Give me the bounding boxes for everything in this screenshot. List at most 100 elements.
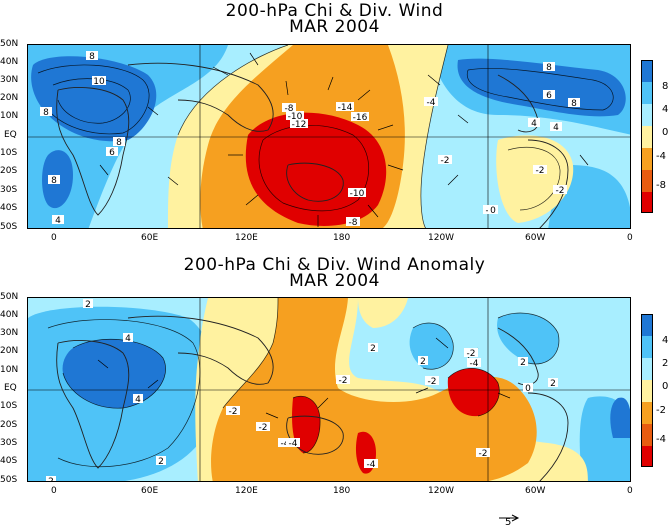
bottom-colorbar-swatch — [642, 358, 652, 380]
bottom-lat-label: 30S — [0, 438, 18, 448]
bottom-lat-label: EQ — [4, 383, 17, 393]
bottom-colorbar-swatch — [642, 446, 652, 466]
top-colorbar-tick: 8 — [662, 81, 669, 92]
top-clabel-12: -14 — [338, 103, 353, 113]
top-clabel-22: 8 — [571, 99, 577, 109]
top-lat-label: 50S — [0, 222, 18, 232]
bottom-map: 2 4 4 2 2 -2 -2 -4 -2 -4 -4 -2 2 -2 -4 2… — [27, 297, 631, 482]
top-colorbar-swatch — [642, 192, 652, 212]
top-lat-label: 20S — [0, 166, 18, 176]
top-map-svg: 8 10 8 6 4 8 8 8 4 -8 -10 -12 -14 -16 -1… — [28, 45, 630, 228]
top-clabel-17: -4 — [427, 98, 436, 108]
top-clabel-4: 4 — [55, 216, 61, 226]
top-lat-label: EQ — [4, 130, 17, 140]
bottom-clabel-10: -4 — [367, 460, 376, 470]
bottom-map-svg: 2 4 4 2 2 -2 -2 -4 -2 -4 -4 -2 2 -2 -4 2… — [28, 298, 630, 482]
top-clabel-10: -10 — [288, 112, 303, 122]
bottom-lat-label: 40N — [0, 310, 19, 320]
top-clabel-23: -2 — [556, 186, 565, 196]
bottom-clabel-12: 2 — [420, 357, 426, 367]
top-clabel-16: -2 — [536, 166, 545, 176]
top-lat-label: 10N — [0, 111, 19, 121]
top-colorbar-swatch — [642, 82, 652, 104]
bottom-lon-label: 0 — [51, 486, 57, 496]
top-map: 8 10 8 6 4 8 8 8 4 -8 -10 -12 -14 -16 -1… — [27, 44, 631, 229]
bottom-clabel-0: 2 — [85, 300, 91, 310]
top-clabel-2: 8 — [43, 108, 49, 118]
top-clabel-14: -10 — [350, 189, 365, 199]
top-lat-label: 30S — [0, 185, 18, 195]
top-lon-label: 0 — [51, 233, 57, 243]
bottom-colorbar-swatch — [642, 424, 652, 446]
bottom-lon-label: 60E — [141, 486, 159, 496]
reference-arrow-icon — [499, 514, 520, 522]
bottom-lon-label: 60W — [525, 486, 546, 496]
bottom-colorbar-tick: 0 — [662, 381, 669, 392]
bottom-lon-label: 180 — [333, 486, 351, 496]
bottom-clabel-4: 2 — [48, 477, 54, 482]
top-colorbar-swatch — [642, 104, 652, 126]
bottom-clabel-2: 4 — [135, 395, 141, 405]
bottom-colorbar-tick: 2 — [662, 358, 669, 369]
bottom-clabel-3: 2 — [158, 457, 164, 467]
reference-vector: 5 — [497, 508, 521, 528]
bottom-colorbar-swatch — [642, 402, 652, 424]
bottom-clabel-5: -2 — [229, 407, 238, 417]
bottom-clabel-6: -2 — [259, 423, 268, 433]
bottom-colorbar-swatch — [642, 336, 652, 358]
top-colorbar — [641, 60, 653, 213]
top-lon-label: 120W — [428, 233, 455, 243]
bottom-clabel-14: -4 — [470, 359, 479, 369]
top-clabel-5: 8 — [51, 176, 57, 186]
top-colorbar-swatch — [642, 126, 652, 148]
bottom-lat-label: 10S — [0, 401, 18, 411]
bottom-clabel-19: 2 — [370, 344, 376, 354]
top-colorbar-tick: 4 — [662, 104, 669, 115]
bottom-clabel-16: -2 — [428, 377, 437, 387]
top-lon-label: 0 — [627, 233, 633, 243]
reference-vector-label: 5 — [505, 517, 512, 528]
bottom-colorbar-swatch — [642, 380, 652, 402]
bottom-lat-label: 50N — [0, 292, 19, 302]
bottom-subtitle: MAR 2004 — [289, 271, 380, 291]
top-clabel-1: 10 — [93, 77, 105, 87]
top-clabel-19: 0 — [490, 206, 496, 216]
top-lat-label: 40S — [0, 203, 18, 213]
bottom-clabel-17: 2 — [550, 379, 556, 389]
top-clabel-7: 8 — [546, 63, 552, 73]
bottom-lon-label: 0 — [627, 486, 633, 496]
bottom-clabel-8: -2 — [339, 376, 348, 386]
top-clabel-15: -8 — [349, 218, 358, 228]
bottom-lon-label: 120E — [235, 486, 258, 496]
top-lon-label: 120E — [235, 233, 258, 243]
bottom-colorbar-tick: -2 — [656, 405, 666, 416]
top-title: 200-hPa Chi & Div. Wind — [225, 1, 444, 21]
top-lat-label: 40N — [0, 57, 19, 67]
top-clabel-3: 6 — [109, 148, 115, 158]
top-lat-label: 10S — [0, 148, 18, 158]
top-colorbar-tick: -8 — [656, 180, 666, 191]
bottom-clabel-15: 2 — [520, 358, 526, 368]
bottom-colorbar-swatch — [642, 315, 652, 336]
bottom-clabel-1: 4 — [125, 334, 131, 344]
bottom-clabel-7: -4 — [281, 439, 290, 449]
top-colorbar-tick: 0 — [662, 127, 669, 138]
bottom-lat-label: 20N — [0, 346, 19, 356]
top-clabel-6: 8 — [116, 138, 122, 148]
top-clabel-0: 8 — [89, 52, 95, 62]
bottom-colorbar-tick: 4 — [662, 335, 669, 346]
top-lon-label: 180 — [333, 233, 351, 243]
top-lat-label: 30N — [0, 75, 19, 85]
bottom-lat-label: 50S — [0, 475, 18, 485]
bottom-lat-label: 10N — [0, 365, 19, 375]
top-clabel-21: 4 — [531, 119, 537, 129]
top-lat-label: 20N — [0, 93, 19, 103]
bottom-lat-label: 30N — [0, 328, 19, 338]
top-colorbar-swatch — [642, 148, 652, 170]
top-colorbar-swatch — [642, 170, 652, 192]
top-colorbar-swatch — [642, 61, 652, 82]
top-clabel-20: 6 — [546, 91, 552, 101]
top-clabel-24: -2 — [441, 156, 450, 166]
top-clabel-9: -8 — [285, 104, 294, 114]
bottom-clabel-18: 0 — [525, 384, 531, 394]
